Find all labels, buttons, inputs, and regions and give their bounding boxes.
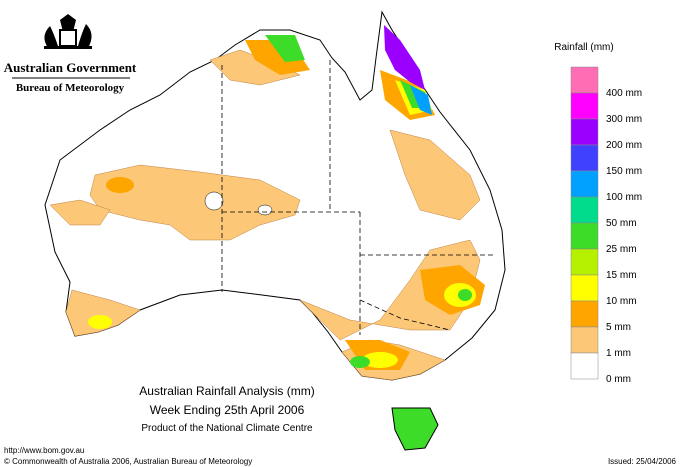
legend-swatch	[570, 66, 599, 94]
legend-label: 0 mm	[606, 374, 631, 385]
legend-label: 200 mm	[606, 140, 642, 151]
legend-label: 15 mm	[606, 270, 637, 281]
legend-label: 5 mm	[606, 322, 631, 333]
legend-label: 400 mm	[606, 88, 642, 99]
legend-swatch	[570, 170, 599, 198]
footer-copyright: © Commonwealth of Australia 2006, Austra…	[4, 457, 252, 466]
legend-swatch	[570, 274, 599, 302]
legend-swatch	[570, 300, 599, 328]
map-credit: Product of the National Climate Centre	[141, 423, 313, 434]
legend-swatch	[570, 326, 599, 354]
legend-title: Rainfall (mm)	[554, 42, 613, 53]
legend: Rainfall (mm) 400 mm 300 mm 200 mm 150 mm 10…	[554, 42, 642, 385]
legend-label: 300 mm	[606, 114, 642, 125]
legend-swatch	[570, 352, 599, 380]
legend-label: 1 mm	[606, 348, 631, 359]
legend-swatch	[570, 92, 599, 120]
legend-label: 50 mm	[606, 218, 637, 229]
state-borders	[221, 60, 495, 335]
legend-label: 10 mm	[606, 296, 637, 307]
map-title: Australian Rainfall Analysis (mm)	[139, 384, 314, 398]
agency-name: Bureau of Meteorology	[16, 82, 125, 94]
legend-swatch	[570, 196, 599, 224]
legend-swatch	[570, 118, 599, 146]
legend-label: 25 mm	[606, 244, 637, 255]
legend-swatch	[570, 248, 599, 276]
australia-map	[44, 10, 506, 451]
rain-200mm	[384, 25, 425, 90]
footer-url: http://www.bom.gov.au	[4, 446, 84, 455]
legend-swatch	[570, 144, 599, 172]
legend-label: 150 mm	[606, 166, 642, 177]
legend-swatch	[570, 222, 599, 250]
footer-issued: Issued: 25/04/2006	[608, 457, 677, 466]
legend-label: 100 mm	[606, 192, 642, 203]
map-subtitle: Week Ending 25th April 2006	[150, 403, 305, 417]
rain-100mm	[410, 85, 432, 115]
tasmania	[391, 407, 439, 451]
coat-of-arms	[44, 14, 92, 49]
dry-holes	[204, 191, 273, 216]
government-name: Australian Government	[4, 60, 137, 75]
